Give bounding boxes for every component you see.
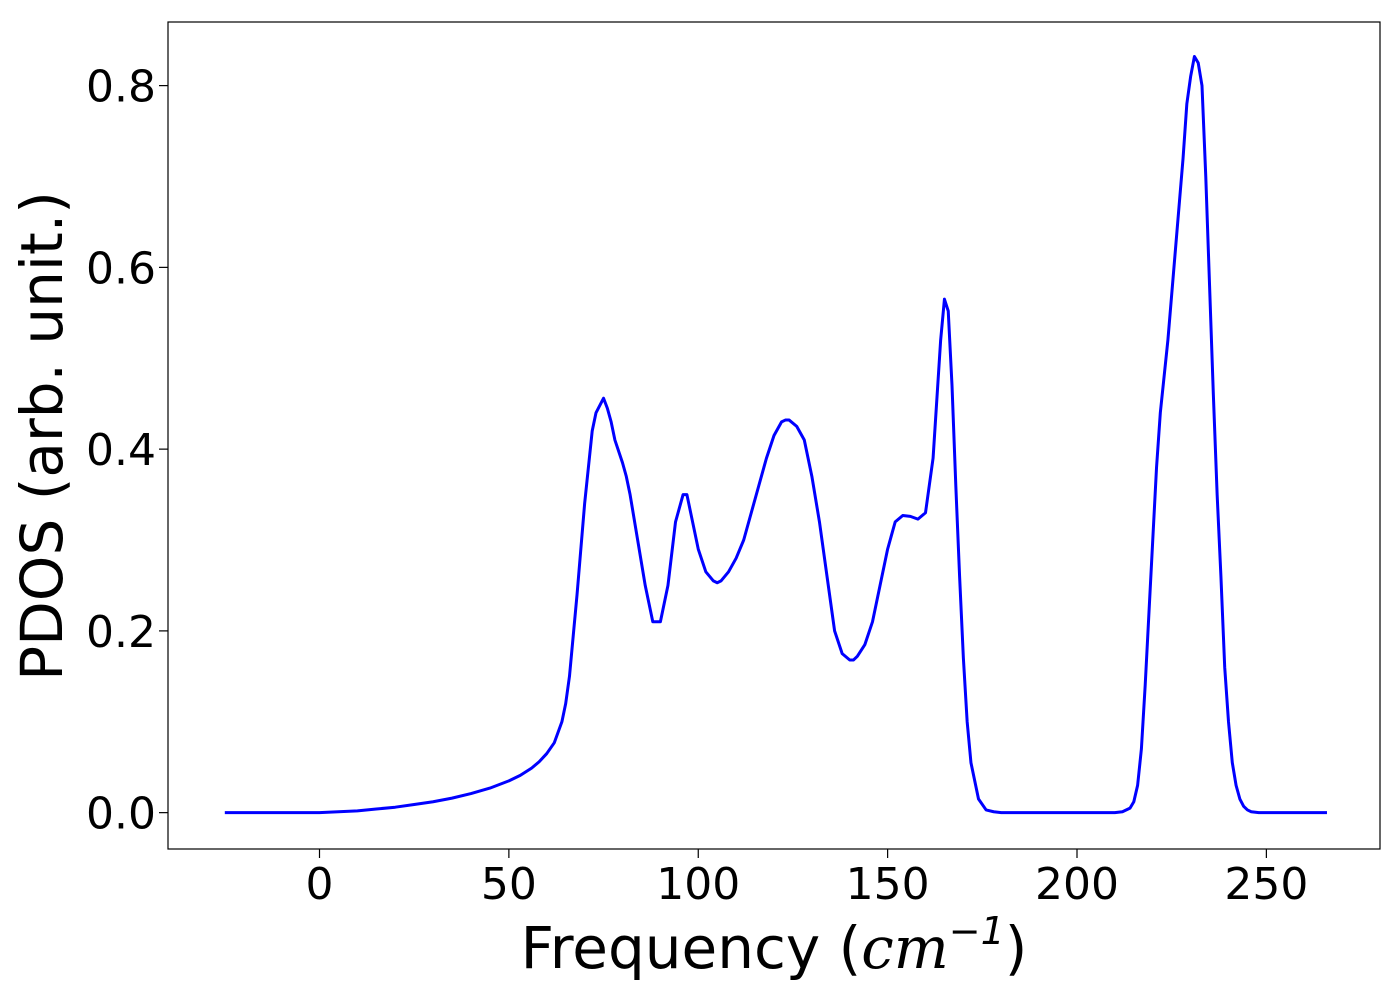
y-tick-label: 0.2 (86, 607, 156, 658)
y-tick-label: 0.8 (86, 62, 156, 113)
x-tick-label: 100 (656, 859, 740, 910)
x-axis-label-exponent: −1 (949, 909, 1005, 953)
x-axis: 0 50 100 150 200 250 (306, 849, 1308, 910)
x-axis-label-unit: cm (861, 914, 948, 982)
y-axis: 0.0 0.2 0.4 0.6 0.8 (86, 62, 168, 840)
y-tick-label: 0.4 (86, 425, 156, 476)
x-tick-label: 0 (306, 859, 334, 910)
series-line-0 (224, 55, 1327, 815)
series-layer (224, 55, 1327, 815)
y-tick-label: 0.0 (86, 789, 156, 840)
x-tick-label: 150 (846, 859, 930, 910)
axes-frame (167, 21, 1381, 850)
x-tick-label: 200 (1035, 859, 1119, 910)
x-axis-label: Frequency (cm−1) (521, 909, 1028, 982)
x-axis-label-suffix: ) (1005, 914, 1028, 982)
x-axis-label-prefix: Frequency ( (521, 914, 862, 982)
y-axis-label: PDOS (arb. unit.) (8, 191, 76, 681)
x-tick-label: 50 (481, 859, 537, 910)
plot-area (167, 21, 1381, 850)
y-tick-label: 0.6 (86, 243, 156, 294)
x-tick-label: 250 (1224, 859, 1308, 910)
